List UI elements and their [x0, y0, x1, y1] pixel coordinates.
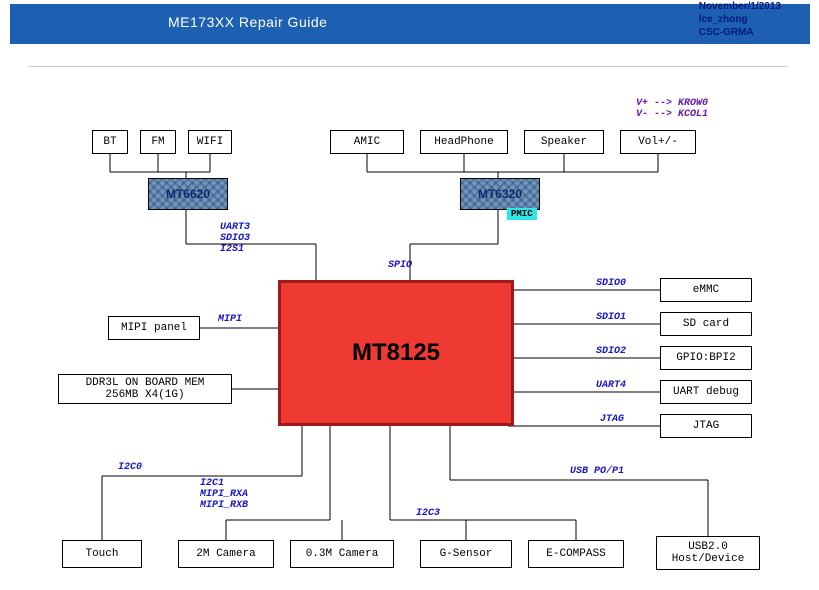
- block-ecomp: E-COMPASS: [528, 540, 624, 568]
- chip-mt6620: MT6620: [148, 178, 228, 210]
- bus-label-spi0: SPIO: [388, 260, 412, 271]
- block-gsens: G-Sensor: [420, 540, 512, 568]
- block-spk: Speaker: [524, 130, 604, 154]
- bus-label-usbl: USB PO/P1: [570, 466, 624, 477]
- chip-main: MT8125: [278, 280, 514, 426]
- block-fm: FM: [140, 130, 176, 154]
- bus-label-uart3: UART3 SDIO3 I2S1: [220, 222, 250, 255]
- bus-label-vkrow: V+ --> KROW0 V- --> KCOL1: [636, 98, 708, 120]
- block-cam2m: 2M Camera: [178, 540, 274, 568]
- block-gpio: GPIO:BPI2: [660, 346, 752, 370]
- diagram-page: ME173XX Repair Guide November/1/2013 lce…: [0, 0, 819, 590]
- block-ddr: DDR3L ON BOARD MEM 256MB X4(1G): [58, 374, 232, 404]
- block-vol: Vol+/-: [620, 130, 696, 154]
- block-touch: Touch: [62, 540, 142, 568]
- block-usb: USB2.0 Host/Device: [656, 536, 760, 570]
- block-cam03: 0.3M Camera: [290, 540, 394, 568]
- block-bt: BT: [92, 130, 128, 154]
- bus-label-mipil: MIPI: [218, 314, 242, 325]
- block-sd: SD card: [660, 312, 752, 336]
- block-wifi: WIFI: [188, 130, 232, 154]
- bus-label-i2c1: I2C1 MIPI_RXA MIPI_RXB: [200, 478, 248, 511]
- bus-label-sdio0: SDIO0: [596, 278, 626, 289]
- bus-label-sdio1: SDIO1: [596, 312, 626, 323]
- block-mipi: MIPI panel: [108, 316, 200, 340]
- bus-label-uart4: UART4: [596, 380, 626, 391]
- block-jtag: JTAG: [660, 414, 752, 438]
- bus-label-i2c3: I2C3: [416, 508, 440, 519]
- block-uartdbg: UART debug: [660, 380, 752, 404]
- bus-label-sdio2: SDIO2: [596, 346, 626, 357]
- bus-label-i2c0: I2C0: [118, 462, 142, 473]
- bus-label-jtagl: JTAG: [600, 414, 624, 425]
- block-amic: AMIC: [330, 130, 404, 154]
- chip-mt6320: MT6320: [460, 178, 540, 210]
- block-hp: HeadPhone: [420, 130, 508, 154]
- pmic-tag: PMIC: [507, 208, 537, 220]
- block-emmc: eMMC: [660, 278, 752, 302]
